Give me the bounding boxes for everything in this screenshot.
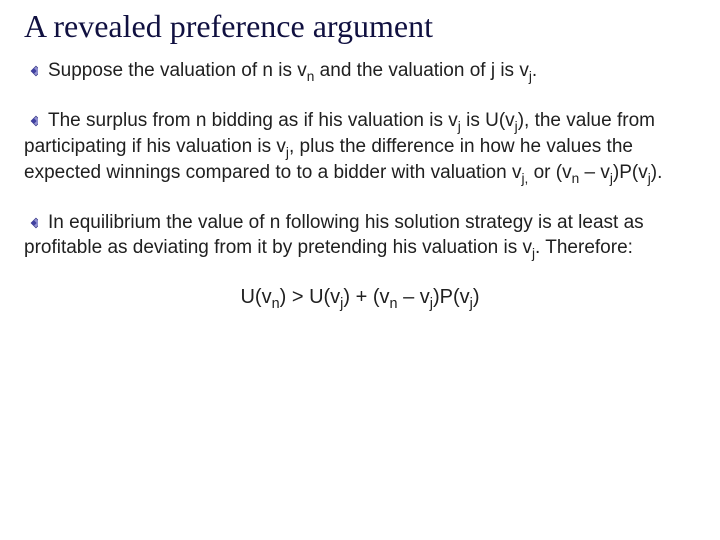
formula: U(vn) > U(vj) + (vn – vj)P(vj): [20, 286, 700, 312]
p1-t1: Suppose the valuation of n is v: [48, 60, 307, 81]
f-t6: ): [473, 286, 480, 308]
f-t3: ) + (v: [343, 286, 389, 308]
paragraph-3: In equilibrium the value of n following …: [24, 211, 700, 263]
p1-t3: .: [532, 60, 537, 81]
f-s1: n: [272, 296, 280, 312]
p2-t5: or (v: [528, 162, 571, 183]
f-t1: U(v: [240, 286, 271, 308]
p3-t2: . Therefore:: [535, 237, 633, 258]
bullet-icon: [24, 111, 38, 135]
f-t2: ) > U(v: [280, 286, 341, 308]
bullet-icon: [24, 61, 38, 85]
slide: A revealed preference argument Suppose t…: [0, 0, 720, 540]
f-s3: n: [390, 296, 398, 312]
slide-title: A revealed preference argument: [24, 8, 700, 45]
bullet-icon: [24, 213, 38, 237]
p2-t1: The surplus from n bidding as if his val…: [48, 110, 458, 131]
paragraph-2: The surplus from n bidding as if his val…: [24, 109, 700, 187]
p2-t2: is U(v: [461, 110, 515, 131]
p1-t2: and the valuation of j is v: [314, 60, 528, 81]
f-t5: )P(v: [433, 286, 470, 308]
p2-t6: – v: [579, 162, 610, 183]
paragraph-1: Suppose the valuation of n is vn and the…: [24, 59, 700, 85]
p2-t8: ).: [651, 162, 663, 183]
p2-t7: )P(v: [613, 162, 648, 183]
f-t4: – v: [398, 286, 430, 308]
